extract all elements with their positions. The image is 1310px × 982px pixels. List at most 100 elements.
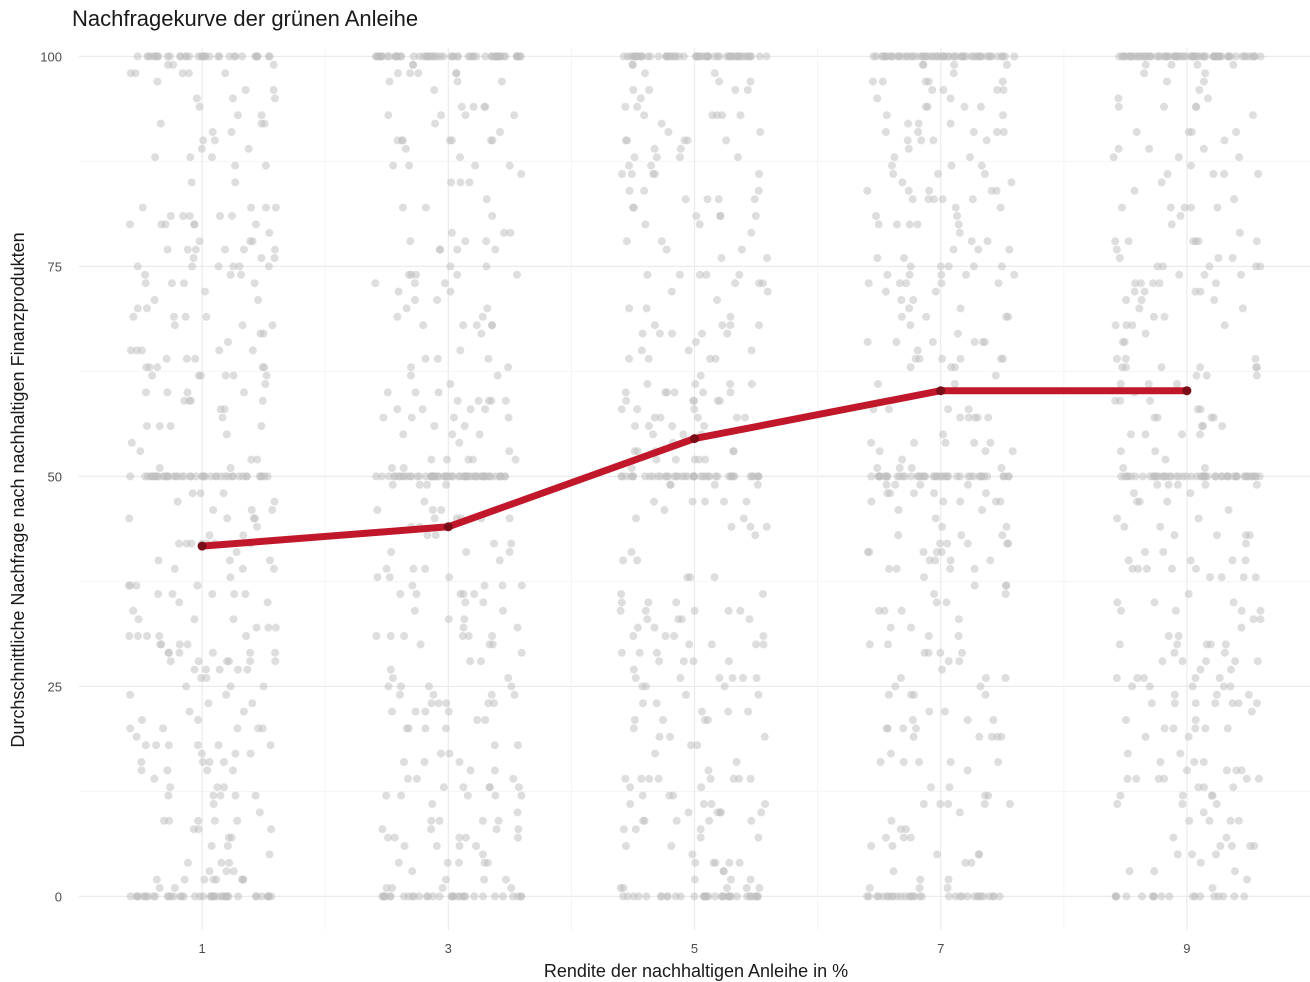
data-point bbox=[226, 270, 235, 279]
data-point bbox=[1226, 816, 1235, 825]
data-point bbox=[946, 119, 955, 128]
data-point bbox=[622, 396, 631, 405]
data-point bbox=[670, 388, 679, 397]
data-point bbox=[938, 665, 946, 674]
data-point bbox=[217, 858, 226, 867]
data-point bbox=[928, 338, 937, 346]
data-point bbox=[491, 892, 499, 901]
data-point bbox=[733, 892, 741, 901]
data-point bbox=[909, 732, 918, 741]
data-point bbox=[409, 52, 418, 61]
data-point bbox=[264, 623, 273, 632]
data-point bbox=[898, 178, 907, 187]
data-point bbox=[924, 632, 933, 640]
data-point bbox=[1005, 800, 1014, 808]
data-point bbox=[419, 321, 428, 330]
data-point bbox=[154, 590, 163, 598]
data-point bbox=[963, 539, 972, 548]
data-point bbox=[175, 539, 183, 548]
data-point bbox=[414, 69, 423, 78]
mean-demand-point bbox=[690, 434, 699, 444]
data-point bbox=[1187, 161, 1195, 170]
data-point bbox=[641, 69, 649, 78]
data-point bbox=[1175, 270, 1184, 279]
data-point bbox=[1209, 170, 1218, 178]
data-point bbox=[1237, 606, 1246, 615]
data-point bbox=[181, 52, 190, 61]
data-point bbox=[679, 430, 688, 439]
mean-demand-point bbox=[197, 541, 207, 551]
data-point bbox=[1133, 497, 1142, 506]
data-point bbox=[1192, 564, 1200, 573]
data-point bbox=[718, 321, 727, 330]
data-point bbox=[436, 749, 445, 758]
data-point bbox=[1252, 237, 1261, 246]
data-point bbox=[1234, 816, 1243, 825]
data-point bbox=[895, 472, 904, 481]
data-point bbox=[1210, 892, 1219, 901]
data-point bbox=[966, 153, 974, 162]
data-point bbox=[246, 657, 255, 666]
data-point bbox=[906, 363, 915, 372]
data-point bbox=[938, 354, 947, 363]
data-point bbox=[693, 413, 702, 422]
data-point bbox=[1217, 52, 1226, 61]
data-point bbox=[715, 674, 724, 682]
data-point bbox=[1198, 472, 1207, 481]
data-point bbox=[197, 52, 206, 61]
data-point bbox=[956, 497, 965, 506]
x-axis-title: Rendite der nachhaltigen Anleihe in % bbox=[544, 961, 848, 981]
data-point bbox=[205, 758, 214, 766]
data-point bbox=[138, 203, 147, 212]
data-point bbox=[228, 472, 237, 481]
data-point bbox=[913, 220, 922, 229]
data-point bbox=[863, 892, 872, 901]
data-point bbox=[253, 455, 262, 464]
data-point bbox=[960, 102, 969, 111]
data-point bbox=[132, 581, 141, 590]
data-point bbox=[435, 892, 444, 901]
data-point bbox=[759, 640, 768, 649]
data-point bbox=[1114, 94, 1123, 103]
data-point bbox=[621, 102, 630, 111]
data-point bbox=[505, 514, 514, 523]
data-point bbox=[244, 144, 253, 153]
data-point bbox=[1256, 262, 1265, 271]
data-point bbox=[1167, 60, 1176, 69]
data-point bbox=[707, 800, 716, 808]
data-point bbox=[1237, 270, 1245, 279]
data-point bbox=[1254, 774, 1263, 783]
data-point bbox=[194, 716, 203, 724]
data-point bbox=[1114, 144, 1123, 153]
data-point bbox=[241, 86, 250, 94]
data-point bbox=[891, 480, 900, 489]
data-point bbox=[237, 270, 245, 279]
data-point bbox=[1199, 808, 1208, 817]
data-point bbox=[733, 413, 741, 422]
data-point bbox=[1004, 312, 1013, 321]
data-point bbox=[907, 690, 916, 699]
data-point bbox=[946, 564, 955, 573]
data-point bbox=[672, 472, 681, 481]
data-point bbox=[173, 497, 182, 506]
data-point bbox=[129, 606, 138, 615]
data-point bbox=[629, 86, 638, 94]
data-point bbox=[1163, 170, 1172, 178]
data-point bbox=[725, 52, 734, 61]
data-point bbox=[1115, 640, 1124, 649]
data-point bbox=[187, 178, 196, 187]
data-point bbox=[1232, 128, 1241, 136]
data-point bbox=[456, 178, 465, 187]
data-point bbox=[867, 497, 876, 506]
data-point bbox=[968, 52, 977, 61]
data-point bbox=[456, 590, 465, 598]
data-point bbox=[751, 531, 760, 540]
data-point bbox=[906, 262, 915, 271]
data-point bbox=[1174, 153, 1183, 162]
data-point bbox=[142, 388, 150, 397]
data-point bbox=[923, 102, 932, 111]
data-point bbox=[1173, 850, 1182, 859]
data-point bbox=[269, 60, 278, 69]
y-tick-label: 50 bbox=[48, 469, 62, 484]
data-point bbox=[415, 892, 424, 901]
